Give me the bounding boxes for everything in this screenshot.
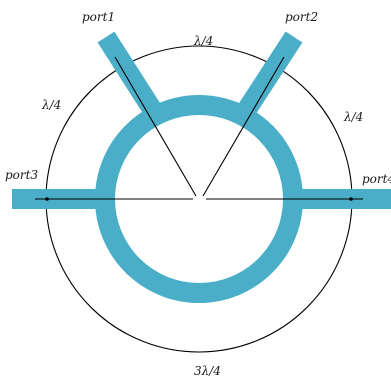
arc-length-upper-right-label: λ/4 (343, 110, 363, 124)
port4-label: port4 (362, 172, 391, 186)
port1-radial-line (114, 56, 197, 197)
port2-radial-line (202, 56, 285, 197)
port2-label: port2 (285, 10, 318, 24)
port3-label: port3 (5, 168, 38, 182)
port2-feed-line (231, 31, 303, 126)
port1-feed-line (97, 31, 168, 126)
port4-junction-dot (349, 197, 353, 201)
arc-length-upper-left-label: λ/4 (41, 98, 61, 112)
arc-length-bottom-label: 3λ/4 (194, 364, 221, 378)
port1-label: port1 (82, 10, 115, 24)
arc-length-top-label: λ/4 (193, 34, 213, 48)
port3-junction-dot (45, 197, 49, 201)
